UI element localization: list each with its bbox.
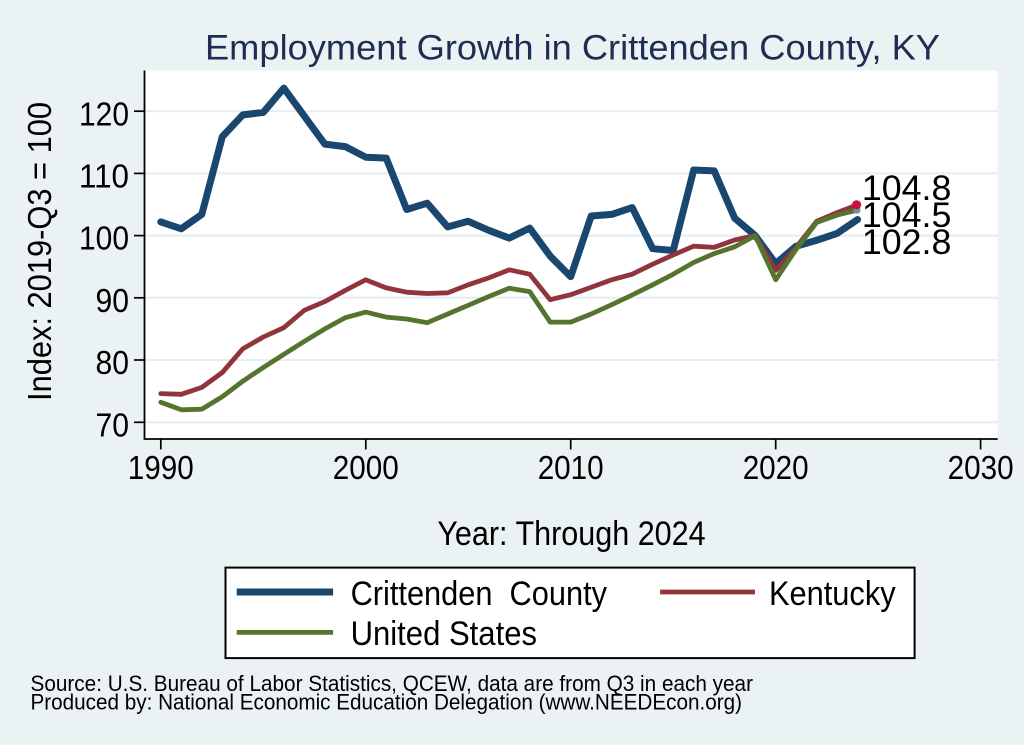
- svg-text:104.8: 104.8: [862, 169, 952, 208]
- svg-text:110: 110: [79, 158, 129, 195]
- svg-text:Year: Through 2024: Year: Through 2024: [437, 515, 705, 553]
- svg-text:United States: United States: [351, 615, 537, 653]
- svg-text:2020: 2020: [743, 449, 809, 486]
- svg-text:Index: 2019-Q3 = 100: Index: 2019-Q3 = 100: [21, 102, 58, 401]
- svg-text:90: 90: [96, 282, 130, 319]
- svg-text:Kentucky: Kentucky: [769, 575, 896, 613]
- svg-text:Employment Growth in Crittende: Employment Growth in Crittenden County, …: [205, 28, 940, 68]
- svg-text:80: 80: [96, 344, 130, 381]
- svg-text:102.8: 102.8: [862, 223, 952, 262]
- svg-text:2030: 2030: [948, 449, 1014, 486]
- svg-text:Produced by: National Economic: Produced by: National Economic Education…: [31, 689, 743, 714]
- svg-text:104.5: 104.5: [862, 196, 952, 235]
- svg-text:Crittenden County: Crittenden County: [351, 575, 607, 613]
- svg-text:70: 70: [96, 406, 130, 443]
- svg-text:100: 100: [79, 220, 129, 257]
- svg-text:2010: 2010: [538, 449, 604, 486]
- svg-text:Source: U.S. Bureau of Labor S: Source: U.S. Bureau of Labor Statistics,…: [31, 671, 754, 696]
- svg-text:2000: 2000: [333, 449, 399, 486]
- svg-text:1990: 1990: [128, 449, 194, 486]
- svg-text:120: 120: [79, 95, 129, 132]
